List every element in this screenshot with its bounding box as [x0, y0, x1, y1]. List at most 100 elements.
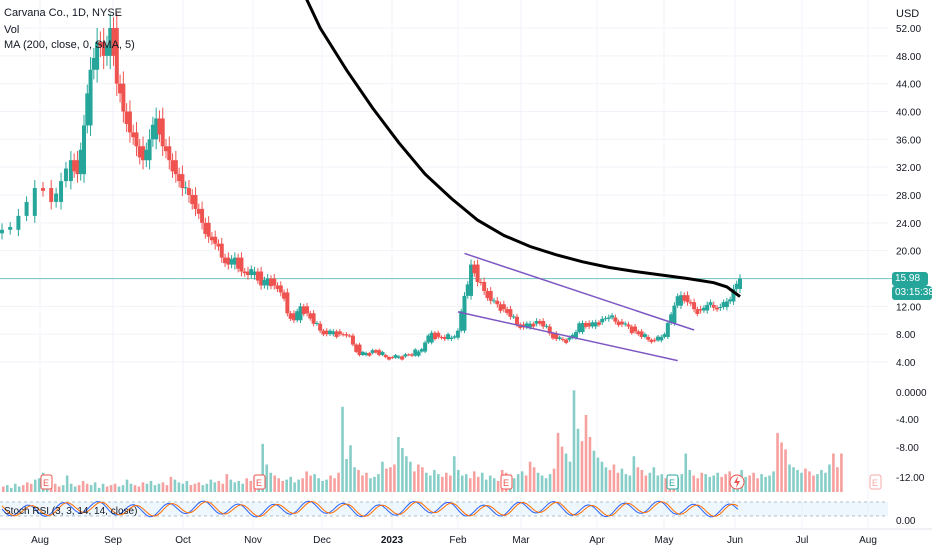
volume-bar [321, 481, 324, 492]
volume-bar [572, 390, 576, 492]
volume-bar [381, 461, 384, 492]
stoch-rsi-label: Stoch RSI (3, 3, 14, 14, close) [4, 506, 138, 517]
volume-bar [548, 474, 552, 492]
volume-bar [692, 475, 696, 492]
candle-down [196, 208, 201, 214]
candle-up [590, 322, 595, 327]
candle-down [501, 304, 506, 310]
candle-up [82, 125, 86, 175]
price-tick-label: 12.00 [896, 302, 921, 313]
time-tick-label: Aug [31, 535, 49, 546]
volume-bar [313, 474, 316, 492]
candle-down [344, 334, 349, 336]
candle-up [600, 318, 605, 323]
candle-down [186, 188, 191, 195]
candle-up [606, 317, 611, 319]
candle-down [373, 350, 378, 353]
time-tick-label: Sep [104, 535, 122, 546]
candle-down [49, 188, 54, 202]
volume-bar [840, 453, 843, 492]
candle-down [347, 335, 352, 337]
volume-bar [201, 485, 205, 492]
volume-bar [468, 478, 472, 492]
lightning-bolt-icon [734, 476, 740, 488]
candle-down [475, 264, 480, 282]
candle-down [387, 357, 392, 360]
candle-down [213, 236, 218, 244]
volume-label: Vol [4, 24, 20, 36]
earnings-badge [869, 474, 882, 490]
volume-bar [317, 478, 320, 492]
candle-down [560, 339, 565, 341]
candle-up [593, 322, 598, 327]
candle-up [147, 139, 152, 161]
candle-down [98, 41, 103, 47]
volume-bar [405, 456, 408, 492]
candle-down [498, 304, 503, 311]
candle-down [626, 324, 631, 327]
volume-tick-label: -4.00 [896, 415, 919, 426]
candle-up [396, 356, 401, 358]
volume-bar [389, 467, 392, 492]
volume-bar [516, 474, 520, 492]
candle-down [541, 320, 546, 327]
candle-up [701, 307, 706, 311]
price-tick-label: 8.00 [896, 330, 916, 341]
candle-up [78, 149, 83, 175]
volume-bar [568, 461, 572, 492]
candle-down [160, 118, 165, 147]
candle-up [534, 320, 539, 324]
candle-up [91, 57, 96, 70]
candle-down [354, 344, 359, 352]
price-tick-label: 44.00 [896, 80, 921, 91]
volume-bar [101, 483, 105, 492]
candle-up [603, 318, 608, 320]
x-axis-ticks: Aug Sep Oct Nov Dec 2023 Feb Mar Apr May Jun Jul Aug [31, 535, 877, 546]
volume-bar [213, 482, 217, 492]
candle-up [570, 334, 575, 338]
candle-down [485, 291, 490, 298]
candle-down [275, 285, 280, 289]
candle-down [164, 146, 168, 152]
earnings-badge-label: E [503, 478, 509, 488]
volume-bar [37, 478, 41, 492]
candle-up [580, 323, 585, 333]
candle-up [610, 315, 615, 318]
volume-bar [808, 471, 811, 492]
candle-up [413, 349, 418, 356]
time-tick-label: May [655, 535, 674, 546]
candle-up [455, 330, 460, 338]
candle-up [314, 323, 319, 325]
volume-tick-label: -12.00 [896, 473, 925, 484]
volume-bar [480, 472, 484, 492]
volume-bar [528, 461, 532, 492]
candle-down [127, 111, 132, 133]
volume-bar [560, 446, 564, 492]
candle-up [511, 316, 516, 318]
volume-bar [492, 478, 496, 492]
volume-bar [488, 475, 492, 492]
volume-bar [109, 485, 113, 492]
candle-down [682, 295, 687, 301]
candle-up [731, 288, 736, 302]
volume-bar [33, 479, 37, 492]
volume-bar [93, 482, 97, 492]
volume-bar [157, 483, 161, 492]
candle-up [452, 336, 457, 338]
volume-bar [349, 445, 352, 492]
candle-down [488, 291, 493, 301]
volume-bar [153, 485, 157, 492]
volume-bar [524, 475, 528, 492]
candle-up [734, 283, 739, 289]
volume-bar [437, 474, 440, 492]
wedge-lower-line [457, 311, 678, 362]
volume-bar [113, 483, 117, 492]
candle-down [203, 222, 208, 234]
candle-up [724, 301, 729, 308]
candle-down [72, 160, 77, 172]
candle-down [341, 334, 346, 336]
price-tick-label: 4.00 [896, 358, 916, 369]
volume-bar [456, 470, 460, 492]
volume-bar [556, 432, 560, 492]
